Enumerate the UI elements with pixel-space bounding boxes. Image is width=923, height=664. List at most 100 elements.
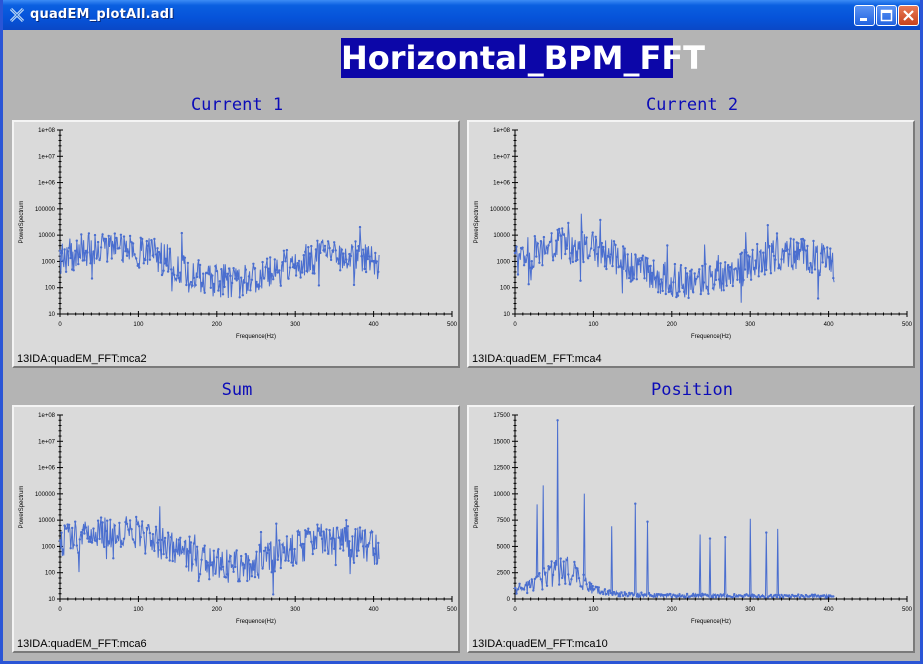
trace-point [361, 248, 365, 251]
trace-point [533, 235, 536, 238]
plot-title-position: Position [651, 380, 733, 400]
x-tick-label: 100 [133, 322, 144, 328]
trace-point [789, 237, 792, 240]
trace-point [293, 266, 296, 270]
trace-point [179, 271, 182, 274]
trace-point [714, 595, 718, 599]
trace-point [591, 584, 594, 588]
title-bar[interactable]: quadEM_plotAll.adl [3, 0, 920, 30]
trace-point [354, 528, 357, 531]
trace-point [240, 554, 243, 558]
trace-point [171, 272, 174, 275]
trace-point [696, 275, 699, 278]
trace-point [797, 593, 800, 596]
trace-point [751, 248, 754, 252]
trace-point [529, 266, 532, 269]
close-button[interactable] [898, 5, 919, 26]
trace-point [792, 238, 795, 241]
trace-point [290, 260, 293, 263]
trace-point [133, 541, 136, 544]
x-tick-label: 400 [369, 607, 380, 613]
trace-point [586, 257, 590, 260]
trace-point [554, 239, 558, 242]
trace-point [536, 575, 539, 578]
trace-point [620, 591, 623, 594]
trace-point [304, 250, 307, 254]
y-tick-label: 1e+07 [38, 439, 56, 445]
trace-point [252, 568, 255, 571]
trace-point [678, 593, 681, 596]
trace-point [798, 248, 801, 252]
trace-point [780, 258, 783, 261]
trace-point [221, 565, 225, 569]
trace-point [541, 588, 544, 591]
y-tick-label: 1e+06 [38, 181, 56, 187]
trace-point [180, 551, 183, 554]
trace-point [603, 588, 607, 591]
plot-pv-label: 13IDA:quadEM_FFT:mca6 [17, 638, 147, 650]
trace-point [323, 549, 327, 552]
trace-point [611, 264, 614, 268]
trace-point [713, 593, 716, 597]
trace-point [202, 547, 205, 550]
trace-point [294, 274, 298, 277]
plot-position[interactable]: 17500 15000 12500 10000 7500 5000 2500 0 0 100 200… [467, 405, 915, 653]
y-axis-label: PowerSpectrum [474, 201, 480, 244]
trace-point [699, 594, 702, 597]
x-axis-label: Frequence(Hz) [236, 619, 276, 625]
trace-point [349, 549, 353, 552]
trace-point [806, 244, 809, 248]
trace-point [208, 273, 211, 276]
trace-point [288, 548, 292, 551]
x-tick-label: 400 [824, 322, 835, 328]
x-tick-label: 100 [588, 607, 599, 613]
trace-point [358, 526, 362, 529]
trace-point [337, 262, 340, 265]
trace-point [580, 230, 584, 234]
plot-sum[interactable]: 1e+08 1e+07 1e+06 100000 10000 1000 100 10 0 100 2… [12, 405, 460, 653]
trace-point [368, 542, 371, 545]
trace-point [122, 235, 126, 238]
trace-point [562, 560, 565, 563]
trace-point [695, 277, 698, 281]
trace-point [282, 249, 286, 252]
x-tick-label: 100 [133, 607, 144, 613]
trace-point [230, 564, 234, 567]
trace-point [122, 537, 126, 540]
trace-point [769, 272, 773, 275]
minimize-button[interactable] [854, 5, 875, 26]
trace-point [780, 593, 783, 597]
trace-point [215, 269, 219, 273]
trace-point [558, 227, 561, 231]
trace-point [513, 587, 517, 590]
trace-point [238, 580, 241, 583]
maximize-button[interactable] [876, 5, 897, 26]
trace-point [824, 265, 827, 268]
plot-current-2[interactable]: 1e+08 1e+07 1e+06 100000 10000 1000 100 10 0 100 2… [467, 120, 915, 368]
trace-point [699, 292, 702, 296]
y-tick-label: 100000 [490, 207, 511, 213]
plot-current-1[interactable]: 1e+08 1e+07 1e+06 100000 10000 1000 100 10 0 100 2… [12, 120, 460, 368]
trace-point [548, 240, 552, 244]
trace-point [78, 538, 82, 541]
trace-point [580, 585, 584, 588]
trace-point [74, 520, 77, 523]
display-banner: Horizontal_BPM_FFT [341, 38, 705, 78]
trace-point [561, 576, 564, 580]
trace-point [127, 250, 130, 253]
trace-point [357, 245, 360, 248]
trace-point [775, 232, 779, 235]
trace-point [582, 260, 585, 264]
trace-point [681, 594, 684, 597]
trace-point [832, 595, 835, 598]
trace-point [72, 543, 75, 547]
trace-point [745, 251, 748, 254]
trace-point [794, 250, 797, 253]
y-axis-label: PowerSpectrum [19, 201, 25, 244]
trace-point [250, 575, 254, 578]
trace-point [194, 558, 197, 561]
trace-point [363, 529, 366, 532]
trace-point [179, 536, 182, 539]
trace-point [778, 266, 782, 269]
trace-point [567, 573, 570, 576]
